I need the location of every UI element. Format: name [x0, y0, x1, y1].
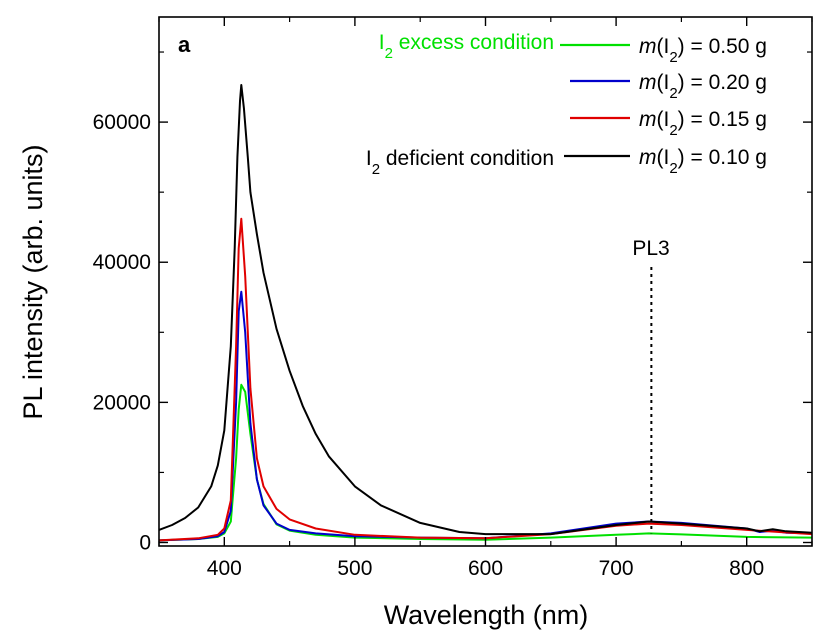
panel-label: a — [178, 32, 191, 57]
x-tick-label: 500 — [337, 557, 372, 580]
excess-condition-label: I2 excess condition — [379, 31, 554, 62]
series-layer — [159, 84, 812, 542]
ticks-layer: 400 500 600 700 800 0 20000 40000 60000 — [93, 17, 813, 580]
series-line-1 — [159, 290, 812, 542]
legend-label-0: m(I2) = 0.50 g — [639, 35, 767, 66]
x-axis-title: Wavelength (nm) — [384, 600, 589, 630]
legend-label-2: m(I2) = 0.15 g — [639, 108, 767, 139]
y-axis-title: PL intensity (arb. units) — [18, 144, 48, 419]
x-tick-label: 700 — [599, 557, 634, 580]
legend-label-1: m(I2) = 0.20 g — [639, 71, 767, 102]
x-tick-label: 800 — [729, 557, 764, 580]
y-tick-label: 0 — [139, 531, 151, 554]
legend-label-3: m(I2) = 0.10 g — [639, 146, 767, 177]
pl3-label: PL3 — [632, 237, 669, 260]
y-tick-label: 40000 — [93, 251, 151, 274]
plot-frame — [158, 16, 813, 547]
x-tick-label: 400 — [207, 557, 242, 580]
series-line-2 — [159, 217, 812, 542]
deficient-condition-label: I2 deficient condition — [366, 147, 554, 178]
series-line-3 — [159, 84, 812, 536]
y-tick-label: 60000 — [93, 111, 151, 134]
legend: m(I2) = 0.50 g m(I2) = 0.20 g m(I2) = 0.15… — [560, 35, 767, 177]
y-tick-label: 20000 — [93, 391, 151, 414]
x-tick-label: 600 — [468, 557, 503, 580]
